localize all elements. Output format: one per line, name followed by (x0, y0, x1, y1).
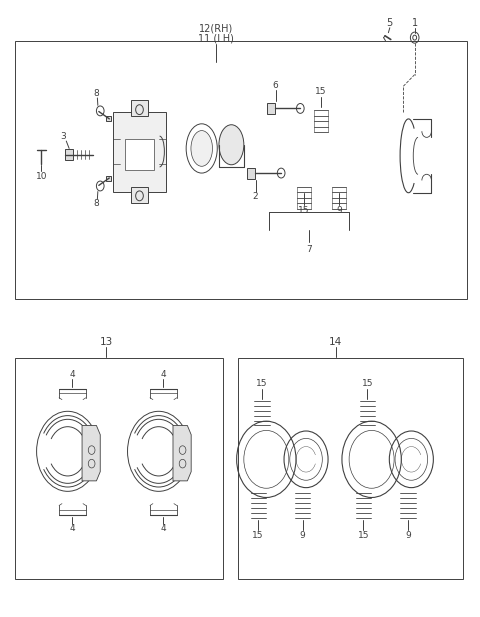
Bar (113, 112, 166, 191)
Text: 10: 10 (36, 172, 47, 181)
Ellipse shape (219, 125, 244, 165)
Text: 9: 9 (336, 205, 342, 215)
Text: 6: 6 (272, 81, 278, 89)
Bar (106, 116, 111, 121)
Text: 3: 3 (60, 131, 66, 141)
Text: 9: 9 (300, 531, 306, 539)
Bar (238, 358, 463, 579)
Text: 5: 5 (387, 19, 393, 28)
Ellipse shape (191, 131, 213, 167)
Polygon shape (173, 426, 191, 481)
Text: 4: 4 (161, 524, 166, 532)
Bar (106, 176, 111, 181)
Text: 7: 7 (306, 245, 312, 254)
Text: 8: 8 (94, 88, 99, 97)
Text: 4: 4 (161, 370, 166, 379)
Text: 11 (LH): 11 (LH) (198, 34, 234, 44)
Text: 2: 2 (252, 192, 258, 201)
Bar (131, 101, 148, 116)
Text: 12(RH): 12(RH) (199, 23, 233, 33)
Text: 15: 15 (358, 531, 369, 539)
Bar (15, 41, 468, 299)
Text: 15: 15 (361, 379, 373, 388)
Text: 4: 4 (70, 370, 75, 379)
Text: 15: 15 (256, 379, 268, 388)
Text: 4: 4 (70, 524, 75, 532)
Text: 13: 13 (99, 337, 113, 347)
Text: 1: 1 (412, 19, 418, 28)
Polygon shape (82, 426, 100, 481)
Text: 15: 15 (299, 205, 310, 215)
Bar (267, 103, 276, 114)
Bar (131, 187, 148, 202)
Bar (65, 149, 73, 160)
Text: 8: 8 (94, 199, 99, 209)
Text: 15: 15 (315, 87, 326, 96)
Bar (247, 168, 255, 178)
Text: 9: 9 (405, 531, 411, 539)
Text: 15: 15 (252, 531, 264, 539)
Ellipse shape (186, 124, 217, 173)
Bar (15, 358, 223, 579)
Text: 14: 14 (329, 337, 342, 347)
Bar (125, 139, 154, 170)
